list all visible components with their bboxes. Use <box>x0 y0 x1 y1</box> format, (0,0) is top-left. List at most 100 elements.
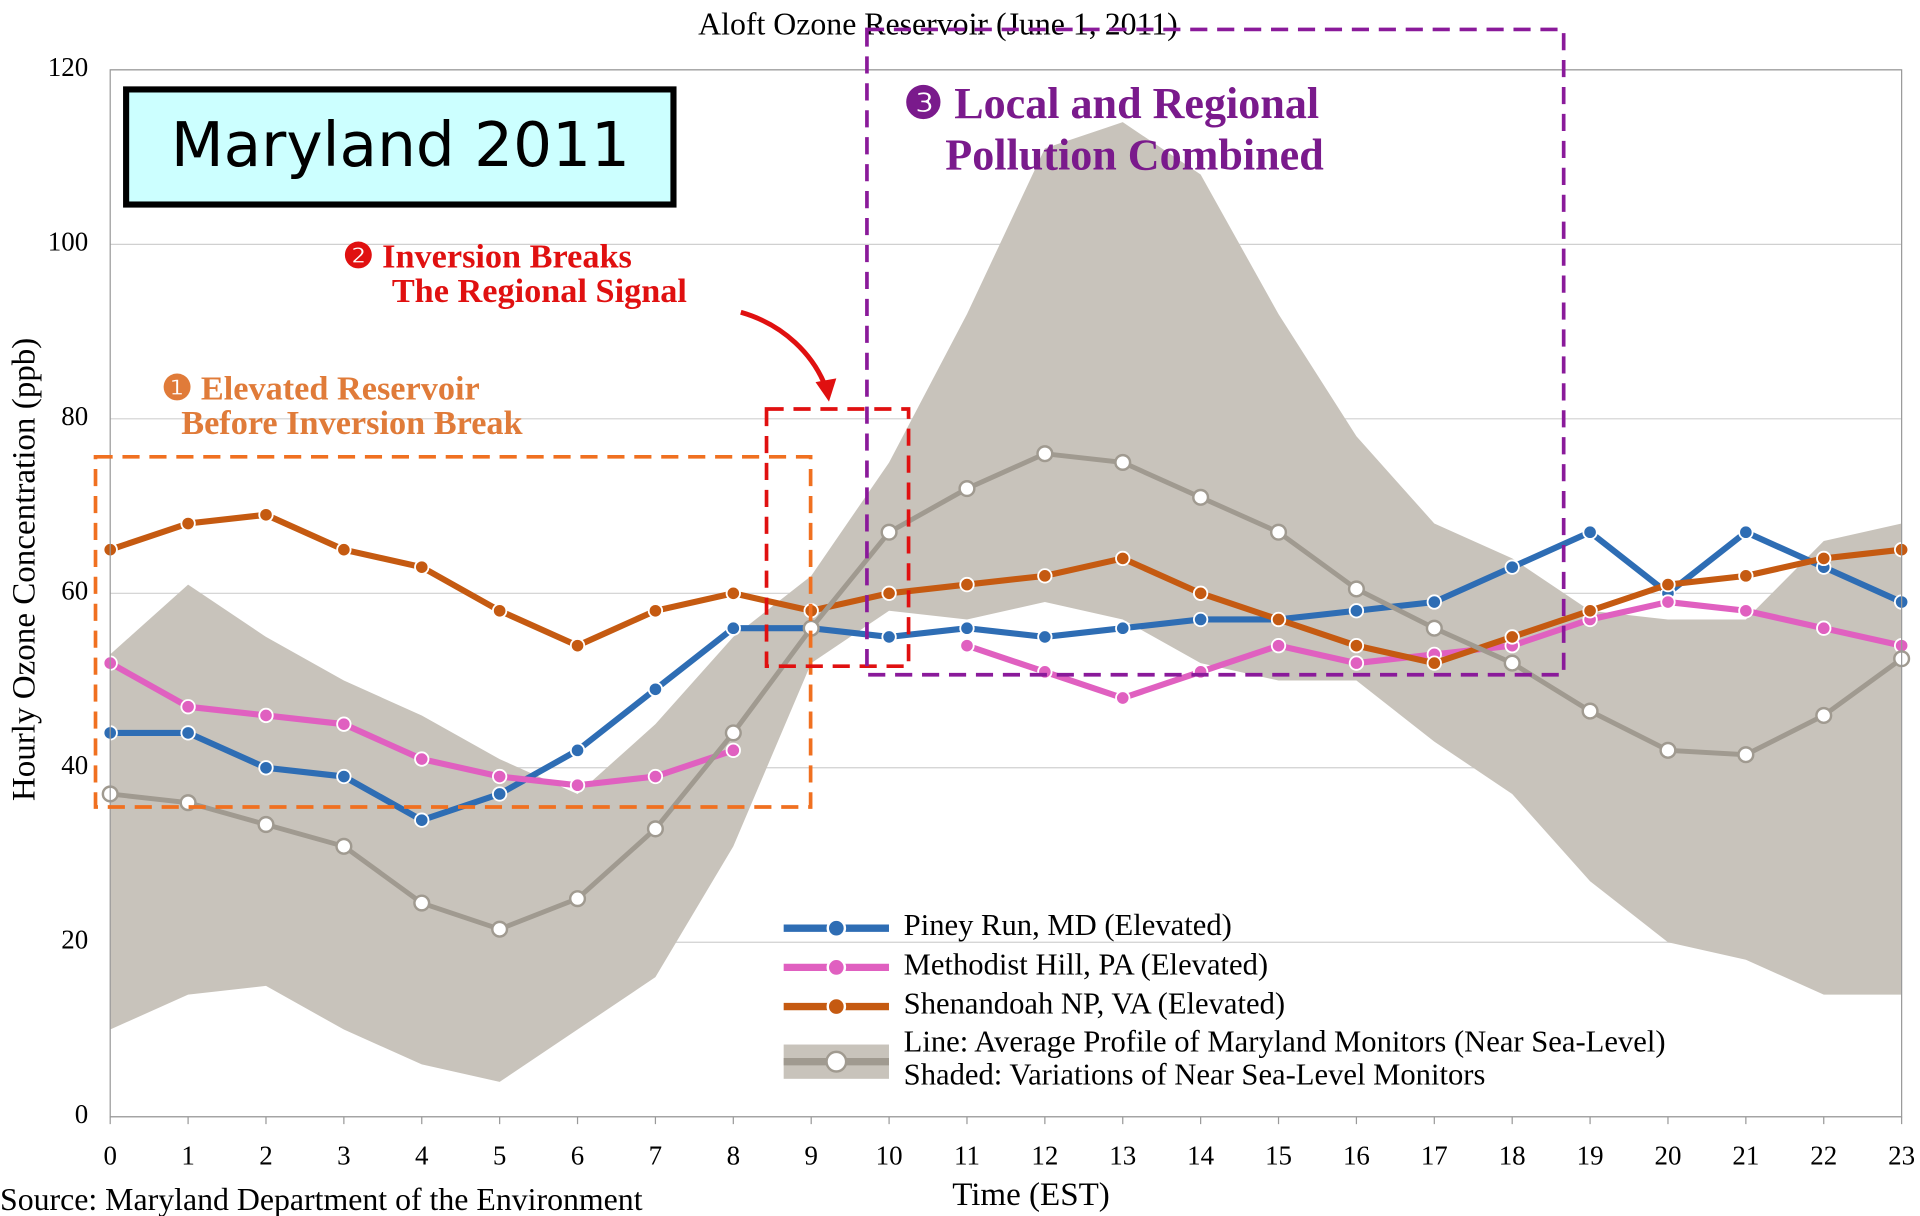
y-tick-label: 80 <box>61 401 88 431</box>
point <box>646 820 664 838</box>
point <box>881 629 897 645</box>
point <box>336 716 352 732</box>
point <box>491 920 509 938</box>
point <box>647 768 664 785</box>
point <box>336 542 352 558</box>
point <box>569 742 586 758</box>
point <box>1581 702 1599 720</box>
x-tick-label: 14 <box>1187 1141 1214 1171</box>
arrow-head <box>815 378 837 402</box>
x-axis-label: Time (EST) <box>952 1177 1110 1213</box>
x-tick-label: 7 <box>649 1141 662 1171</box>
point <box>1269 523 1288 541</box>
point <box>1192 585 1209 601</box>
y-tick-label: 60 <box>61 575 88 605</box>
x-tick-label: 21 <box>1732 1141 1759 1171</box>
point <box>1738 603 1754 619</box>
point <box>569 638 586 654</box>
point <box>1037 568 1053 584</box>
box-1 <box>93 454 813 809</box>
point <box>1036 445 1054 463</box>
point <box>1348 655 1365 671</box>
point <box>725 742 741 758</box>
point <box>647 603 664 619</box>
x-tick-label: 12 <box>1031 1141 1058 1171</box>
point <box>1582 603 1598 619</box>
point <box>1348 638 1365 654</box>
y-tick-label: 120 <box>48 52 88 82</box>
point <box>336 768 352 785</box>
point <box>414 751 430 767</box>
legend-label: Shenandoah NP, VA (Elevated) <box>904 987 1285 1021</box>
point <box>1192 611 1209 628</box>
y-axis-label: Hourly Ozone Concentration (ppb) <box>7 338 43 801</box>
point <box>1347 580 1365 598</box>
x-tick-label: 16 <box>1343 1141 1370 1171</box>
point <box>725 620 741 636</box>
legend-marker <box>826 957 847 978</box>
point <box>413 894 431 912</box>
x-tick-label: 15 <box>1265 1141 1292 1171</box>
x-tick-label: 5 <box>493 1141 506 1171</box>
annotations: ❶ Elevated Reservoir Before Inversion Br… <box>162 79 1325 442</box>
point <box>1737 746 1755 764</box>
x-tick-label: 0 <box>103 1141 116 1171</box>
annotation: The Regional Signal <box>392 272 687 310</box>
point <box>258 707 274 724</box>
point <box>414 559 430 575</box>
y-tick-label: 100 <box>48 227 88 257</box>
legend-label: Line: Average Profile of Maryland Monito… <box>904 1025 1666 1059</box>
point <box>491 786 508 802</box>
point <box>647 681 664 697</box>
point <box>1816 550 1832 567</box>
badge-box <box>123 86 677 208</box>
arrow <box>740 309 829 391</box>
annotation: Pollution Combined <box>945 130 1324 179</box>
series-line <box>109 451 1904 932</box>
plot-area <box>101 69 1911 1118</box>
point <box>569 777 586 793</box>
point <box>414 812 430 828</box>
point <box>725 585 741 601</box>
x-tick-label: 4 <box>415 1141 429 1171</box>
chart-title: Aloft Ozone Reservoir (June 1, 2011) <box>698 6 1178 41</box>
x-tick-label: 22 <box>1810 1141 1837 1171</box>
legend-marker <box>825 1050 848 1073</box>
point <box>959 576 975 593</box>
point <box>1815 706 1833 725</box>
annotation: ❶ Elevated Reservoir <box>162 370 480 408</box>
point <box>491 603 508 619</box>
point <box>1659 741 1677 759</box>
x-tick-label: 3 <box>337 1141 350 1171</box>
point <box>1582 524 1598 540</box>
point <box>724 724 742 742</box>
point <box>1426 594 1442 610</box>
legend-label: Piney Run, MD (Elevated) <box>904 908 1232 942</box>
point <box>491 768 508 785</box>
x-tick-label: 18 <box>1499 1141 1526 1171</box>
x-tick-label: 6 <box>571 1141 584 1171</box>
legend-label: Shaded: Variations of Near Sea-Level Mon… <box>904 1058 1486 1092</box>
plot-frame <box>109 69 1903 1118</box>
point <box>1115 550 1131 567</box>
x-tick-label: 23 <box>1888 1141 1915 1171</box>
series-line <box>110 528 1903 824</box>
point <box>258 507 274 523</box>
legend-label: Methodist Hill, PA (Elevated) <box>904 947 1268 981</box>
point <box>180 699 196 715</box>
band <box>110 122 1902 1082</box>
x-tick-label: 2 <box>259 1141 272 1171</box>
legend-marker <box>826 996 847 1017</box>
point <box>1660 576 1676 593</box>
series-line <box>109 511 1902 667</box>
badge: Maryland 2011 <box>171 110 630 181</box>
point <box>257 815 275 834</box>
x-tick-label: 13 <box>1109 1141 1136 1171</box>
x-tick-label: 9 <box>804 1141 817 1171</box>
point <box>1115 620 1131 636</box>
point <box>180 725 196 741</box>
legend: Piney Run, MD (Elevated) Methodist Hill, … <box>783 908 1666 1092</box>
x-tick-label: 10 <box>876 1141 903 1171</box>
x-tick-label: 19 <box>1577 1141 1604 1171</box>
